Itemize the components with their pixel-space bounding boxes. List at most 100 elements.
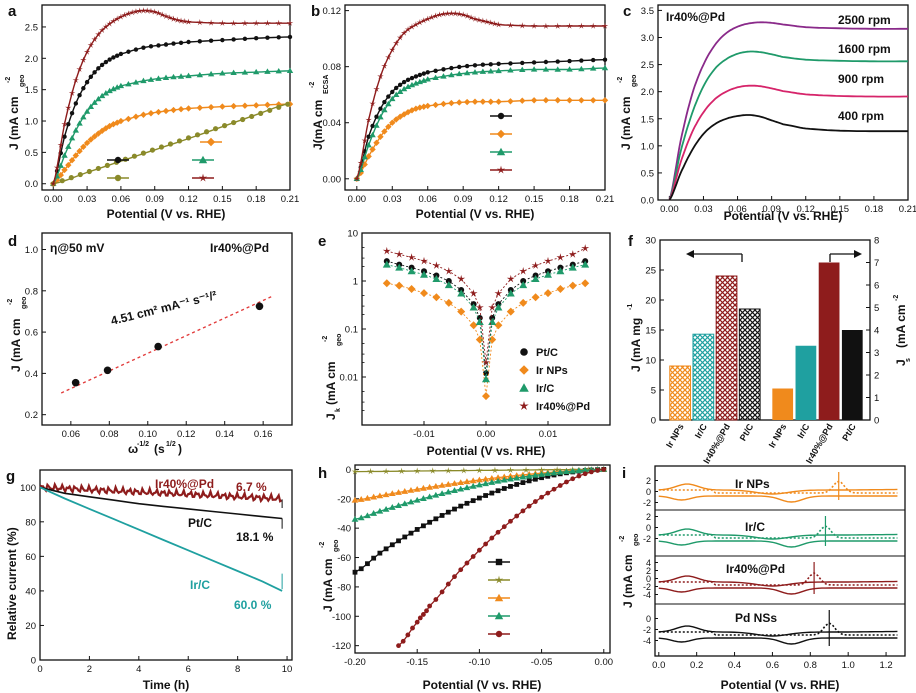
y-tick-label: -4 <box>643 590 651 600</box>
x-tick-label: 0.4 <box>728 660 741 671</box>
data-point <box>258 110 264 116</box>
data-point <box>469 482 477 489</box>
category-label: Ir/C <box>693 422 709 440</box>
data-point <box>367 467 374 475</box>
panel-c: 0.00 0.03 0.06 0.09 0.12 0.15 0.18 0.21 0.0 0.5 1.… <box>617 4 916 223</box>
data-point <box>475 476 483 483</box>
data-point <box>376 492 384 499</box>
data-point <box>358 566 364 572</box>
data-point <box>448 99 455 107</box>
data-point <box>487 98 494 105</box>
cv-curve <box>658 587 898 595</box>
data-point <box>530 66 538 72</box>
bar <box>738 308 761 421</box>
data-point <box>438 481 446 488</box>
data-point <box>483 18 491 25</box>
data-point <box>463 12 471 19</box>
y-tick-label: 4 <box>874 326 879 337</box>
legend-label: Ir40%@Pd <box>536 401 590 413</box>
data-point <box>408 81 416 88</box>
data-point <box>230 19 237 27</box>
data-point <box>65 143 72 149</box>
data-point <box>440 100 447 108</box>
x-tick-label: 1.0 <box>842 660 855 671</box>
y-tick-label: 0 <box>646 574 651 584</box>
data-point <box>420 289 428 298</box>
data-point <box>242 36 248 42</box>
data-point <box>68 135 76 141</box>
data-point <box>185 18 192 25</box>
legend-marker <box>114 156 122 164</box>
data-point <box>400 638 406 644</box>
data-point <box>554 66 561 72</box>
x-tick-label: 0.6 <box>766 660 779 671</box>
data-point <box>494 477 502 484</box>
data-point <box>170 73 177 80</box>
data-point <box>519 267 528 275</box>
legend-marker <box>495 558 503 566</box>
data-point <box>87 103 95 110</box>
data-point <box>107 57 112 62</box>
data-point <box>494 303 503 311</box>
data-point <box>506 307 515 316</box>
data-point <box>482 480 490 487</box>
data-point <box>140 77 147 84</box>
data-point <box>568 263 577 271</box>
y-tick-label: 0.12 <box>323 6 342 17</box>
data-point <box>590 57 596 63</box>
y-tick-label: 2 <box>874 371 879 382</box>
data-point <box>407 267 416 275</box>
y-tick-label: 1.5 <box>25 85 38 96</box>
data-point <box>83 108 91 114</box>
panel-letter: c <box>623 3 631 20</box>
y-axis-label-sub: geo <box>333 540 340 552</box>
data-point <box>488 335 497 344</box>
data-point <box>369 131 376 138</box>
data-point <box>65 104 72 111</box>
data-point <box>408 23 416 30</box>
x-tick-label: 0.8 <box>804 660 817 671</box>
data-point <box>102 23 110 30</box>
data-point <box>117 82 125 89</box>
data-point <box>575 467 583 473</box>
data-point <box>445 278 452 284</box>
data-point <box>491 466 499 474</box>
data-point <box>531 60 537 65</box>
data-point <box>389 119 396 126</box>
y-tick-label: 10 <box>645 356 656 367</box>
data-point <box>396 538 401 544</box>
data-point <box>87 41 95 48</box>
data-point <box>581 260 590 268</box>
data-point <box>366 134 371 139</box>
data-point <box>95 95 102 102</box>
panel-letter: b <box>311 3 320 20</box>
data-point <box>445 509 451 515</box>
panel-e: -0.01 0.00 0.01 0.01 0.1 1 10 Jk (mA cm -2 geo Pote… <box>322 229 611 458</box>
chart-title: Ir40%@Pd <box>666 10 725 24</box>
data-point <box>376 507 384 514</box>
data-point <box>196 71 204 78</box>
data-point <box>102 125 110 132</box>
y-tick-label: 20 <box>25 621 36 632</box>
y-tick-label: 7 <box>874 258 879 269</box>
data-point <box>76 147 83 155</box>
y-tick-label: 6 <box>874 281 879 292</box>
x-tick-label: -0.15 <box>406 657 428 668</box>
data-point <box>556 267 565 275</box>
data-point <box>396 643 401 649</box>
y-axis-label-sup: -2 <box>617 77 624 83</box>
bar <box>715 275 738 421</box>
arrow-head-icon <box>686 250 694 258</box>
data-point <box>404 83 412 90</box>
data-point <box>395 281 404 290</box>
data-point <box>500 476 508 483</box>
legend-marker <box>496 129 506 139</box>
data-point <box>408 530 414 536</box>
data-point <box>400 85 408 92</box>
y-tick-label: 0.00 <box>323 174 342 185</box>
y-tick-label: 0.1 <box>345 325 358 336</box>
data-point <box>382 279 391 288</box>
data-point <box>382 505 390 512</box>
data-point <box>207 19 215 26</box>
data-point <box>531 471 539 478</box>
